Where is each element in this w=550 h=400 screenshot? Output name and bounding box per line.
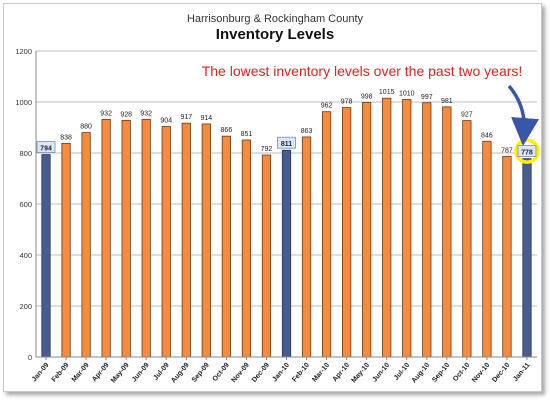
data-label: 851: [241, 131, 253, 138]
bar: [221, 135, 231, 358]
bar: [522, 158, 532, 358]
x-tick-label: Mar-09: [71, 362, 91, 384]
data-label: 978: [341, 99, 353, 106]
x-tick-label: Nov-09: [231, 362, 251, 384]
x-tick-label: Sep-10: [431, 362, 451, 384]
bar: [442, 106, 452, 358]
chart-title: Inventory Levels: [215, 26, 335, 43]
x-tick-label: Jun-10: [371, 362, 391, 384]
y-tick-label: 1000: [15, 98, 32, 107]
data-label: 794: [40, 146, 52, 153]
y-tick-label: 1200: [15, 47, 32, 56]
x-tick-label: Jun-09: [131, 362, 151, 384]
data-label: 778: [521, 150, 533, 157]
y-tick-label: 400: [19, 251, 32, 260]
chart-subtitle: Harrisonburg & Rockingham County: [186, 13, 364, 25]
data-label: 932: [100, 110, 112, 117]
bar: [61, 142, 71, 358]
x-tick-label: Jan-09: [31, 362, 51, 384]
data-label: 917: [180, 114, 192, 121]
data-label: 981: [441, 98, 453, 105]
data-label: 792: [261, 146, 273, 153]
x-tick-label: Feb-09: [51, 362, 71, 384]
bar: [141, 118, 151, 358]
annotation-text: The lowest inventory levels over the pas…: [202, 63, 523, 79]
x-tick-label: Mar-10: [311, 362, 331, 384]
x-tick-label: Dec-10: [491, 362, 511, 384]
bar: [241, 139, 252, 358]
y-tick-label: 800: [19, 149, 32, 158]
x-tick-label: Jan-11: [512, 362, 531, 383]
data-label: 962: [321, 103, 333, 110]
bar: [342, 107, 352, 358]
bar: [101, 118, 111, 358]
data-label: 998: [361, 94, 373, 101]
bar: [422, 102, 432, 358]
x-tick-label: Nov-10: [471, 362, 491, 384]
data-label: 904: [160, 117, 172, 124]
data-label: 838: [60, 134, 72, 141]
y-tick-label: 200: [19, 302, 32, 311]
data-labels: 794 838 880 932 928 932 904 917 914 866 851 792 811 8…: [36, 89, 540, 164]
data-label: 927: [461, 112, 473, 119]
bar: [261, 154, 272, 358]
data-label: 863: [301, 128, 313, 135]
x-tick-label: Jan-10: [271, 362, 291, 384]
bar: [181, 122, 191, 358]
data-label: 866: [221, 127, 233, 134]
data-label: 928: [120, 111, 132, 118]
annotation-arrow: [507, 84, 540, 146]
x-tick-label: Jul-09: [152, 362, 170, 382]
data-label: 932: [140, 110, 152, 117]
x-tick-label: May-10: [351, 362, 372, 385]
bar: [321, 111, 332, 358]
bar: [81, 132, 91, 358]
bar: [301, 136, 312, 358]
bar: [482, 140, 492, 358]
bar: [121, 119, 131, 358]
data-label: 880: [80, 124, 92, 131]
x-tick-label: Aug-10: [411, 362, 432, 385]
data-label-box: [277, 136, 296, 149]
x-tick-label: Apr-10: [332, 362, 352, 384]
bar: [201, 123, 211, 358]
data-label: 914: [200, 115, 212, 122]
data-label: 811: [281, 141, 292, 148]
data-label: 787: [501, 147, 513, 154]
x-tick-label: Oct-09: [212, 362, 231, 383]
data-label: 1010: [399, 90, 415, 97]
x-tick-label: Sep-09: [191, 362, 211, 384]
y-tick-label: 0: [28, 353, 32, 362]
bar: [502, 155, 512, 358]
bar: [281, 149, 292, 358]
data-label: 997: [421, 94, 433, 101]
x-tick-label: Oct-10: [452, 362, 471, 383]
bar: [41, 154, 51, 358]
x-tick-label: Aug-09: [170, 362, 191, 385]
x-tick-label: Feb-10: [291, 362, 311, 384]
bar: [382, 97, 392, 358]
bar: [161, 126, 171, 358]
bar: [402, 99, 412, 358]
data-label-box: [36, 141, 56, 153]
x-tick-label: Apr-09: [91, 362, 111, 384]
bar: [462, 120, 472, 358]
chart-frame: [3, 3, 542, 392]
y-tick-label: 600: [19, 200, 32, 209]
bar: [362, 102, 372, 358]
data-label: 1015: [379, 89, 395, 96]
x-tick-label: May-09: [110, 362, 131, 385]
data-label: 846: [481, 132, 493, 139]
x-tick-label: Dec-09: [251, 362, 271, 384]
x-tick-label: Jul-10: [393, 362, 411, 382]
